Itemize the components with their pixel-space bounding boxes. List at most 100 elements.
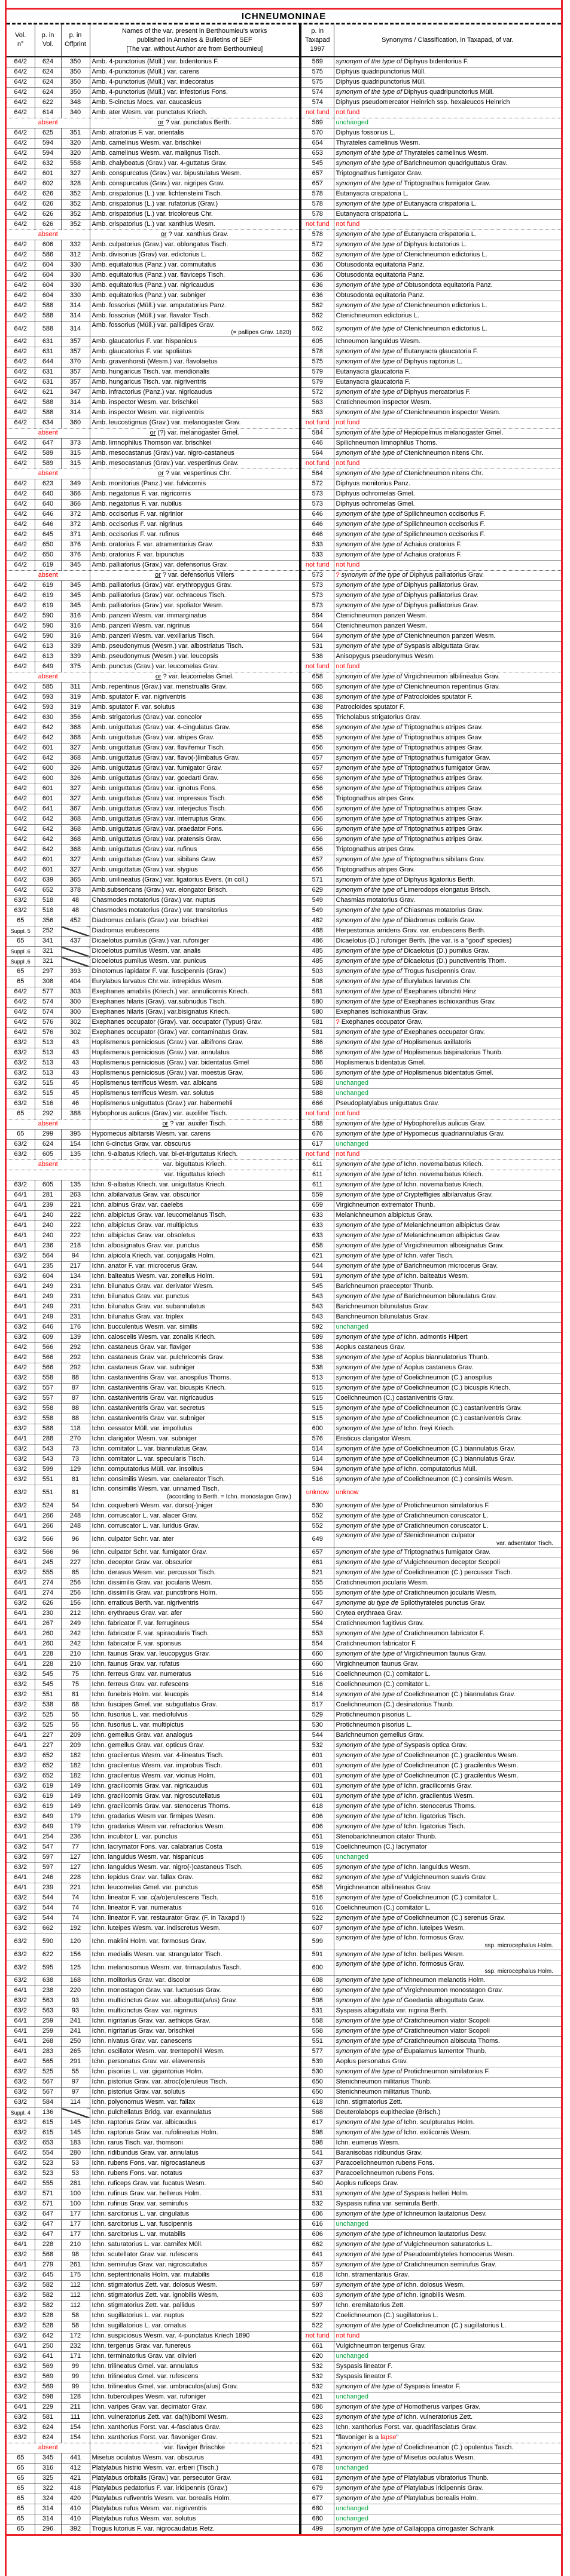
vol-cell: 63/2	[7, 1975, 35, 1986]
page-in-offprint-cell: 45	[61, 1088, 90, 1099]
page-in-vol-cell: 314	[35, 2504, 62, 2514]
table-row: 63/2 609 139 Ichn. caloscelis Wesm. var. zo…	[7, 1332, 561, 1343]
taxon-name-cell: Ichn. bilunatus Grav. var. subannulatus	[90, 1302, 301, 1313]
synonym-cell: Ichn. xanthorius Forst. var. quadrifasci…	[334, 2422, 561, 2433]
taxapad-page-cell: 568	[300, 2107, 334, 2118]
vol-cell: 63/2	[7, 1862, 35, 1873]
page-in-vol-cell: 239	[35, 1200, 62, 1211]
table-row: 65 314 410 Platylabus rufus Wesm. var. nigr…	[7, 2504, 561, 2514]
vol-cell: 64/2	[7, 723, 35, 733]
page-in-offprint-cell: 139	[61, 1332, 90, 1343]
taxon-name-cell: Ichn. ruficeps Grav. var. fucatus Wesm.	[90, 2179, 301, 2189]
vol-cell: 64/1	[7, 1190, 35, 1201]
page-in-vol-cell: 577	[35, 987, 62, 998]
taxon-name-cell: Ichn. corruscator L. var. alacer Grav.	[90, 1511, 301, 1522]
page-in-vol-cell: 641	[35, 2351, 62, 2362]
synonym-cell: synonyme du type de Spilothyrateles punc…	[334, 1598, 561, 1609]
vol-cell: 64/2	[7, 682, 35, 693]
col-header-page-in-vol: p. in Vol.	[35, 25, 62, 57]
vol-cell: 65	[7, 2494, 35, 2504]
synonym-cell: Coelichneumon (C.) comitator L.	[334, 1669, 561, 1680]
table-row: 63/2 590 120 Ichn. maklini Holm. var. formo…	[7, 1933, 561, 1950]
table-row: 64/2 604 330 Amb. equitatorius (Panz.) var.…	[7, 259, 561, 271]
page-in-vol-cell: 321	[35, 956, 62, 967]
taxapad-page-cell: 545	[300, 158, 334, 169]
table-row: 64/1 246 228 Ichn. lepidus Grav. var. falla…	[7, 1872, 561, 1883]
page-in-vol-cell: 597	[35, 1862, 62, 1873]
taxapad-page-cell: 638	[300, 702, 334, 713]
page-in-offprint-cell: 73	[61, 1444, 90, 1455]
table-row: 64/2 622 348 Amb. 5-cinctus Mocs. var. cauc…	[7, 97, 561, 108]
taxon-name-cell: Ichn. medialis Wesm. var. strangulator T…	[90, 1949, 301, 1960]
table-row: 63/2 568 98 Ichn. scutellator Grav. var. ru…	[7, 2250, 561, 2260]
synonym-cell: synonym of the type of Exephanes ischiox…	[334, 997, 561, 1008]
taxon-name-cell: Ichn. gemellus Grav. var. opticus Grav.	[90, 1740, 301, 1751]
table-row: 63/2 525 55 Ichn. fusorius L. var. medioful…	[7, 1709, 561, 1721]
page-in-vol-cell: 259	[35, 2026, 62, 2037]
page-in-vol-cell: 621	[35, 387, 62, 398]
vol-cell: 64/1	[7, 1200, 35, 1211]
page-in-vol-cell: 558	[35, 1414, 62, 1424]
vol-cell: 64/2	[7, 743, 35, 754]
taxapad-page-cell: 564	[300, 631, 334, 642]
page-in-offprint-cell: 242	[61, 1638, 90, 1650]
page-in-vol-cell: 650	[35, 540, 62, 550]
vol-cell: 63/2	[7, 2138, 35, 2149]
vol-cell: 63/2	[7, 1750, 35, 1761]
taxapad-page-cell: 544	[300, 1730, 334, 1741]
page-in-vol-cell: 279	[35, 2260, 62, 2271]
page-in-vol-cell: 136	[35, 2107, 62, 2118]
page-in-vol-cell: 605	[35, 1149, 62, 1160]
taxapad-page-cell: 564	[300, 448, 334, 459]
table-row: 63/2 513 43 Hoplismenus perniciosus (Grav.)…	[7, 1048, 561, 1058]
vol-cell: 63/2	[7, 905, 35, 916]
col-header-names: Names of the var. present in Berthoumieu…	[90, 25, 301, 57]
vol-cell: 64/2	[7, 77, 35, 88]
page-in-vol-cell: 624	[35, 56, 62, 68]
vol-cell: 64/2	[7, 712, 35, 723]
table-row: 63/2 523 53 Ichn. rubens Fons. var. notatus…	[7, 2168, 561, 2179]
page-in-vol-cell: 249	[35, 1302, 62, 1313]
page-in-vol-cell: 588	[35, 408, 62, 418]
taxon-name-cell: Amb. occisorius F. var. rufinus	[90, 530, 301, 540]
synonym-cell: unchanged	[334, 1088, 561, 1099]
synonym-cell: synonym of the type of Ichn. ligatorius …	[334, 1821, 561, 1832]
page-in-vol-cell: 650	[35, 550, 62, 561]
page-in-vol-cell: 558	[35, 1373, 62, 1384]
taxon-name-cell: Ichn. anator F. var. microcerus Grav.	[90, 1261, 301, 1272]
page-in-offprint-cell: 48	[61, 895, 90, 906]
page-in-offprint-cell: 437	[61, 936, 90, 947]
synonym-cell: Baranisobas ridibundus Grav.	[334, 2148, 561, 2159]
synonym-cell: synonym of the type of Ichn. vulneratori…	[334, 2412, 561, 2423]
page-in-offprint-cell: 134	[61, 1271, 90, 1282]
taxon-name-cell: Amb. inspector Wesm. var. brischkei	[90, 397, 301, 408]
vol-cell: 64/2	[7, 662, 35, 672]
page-in-vol-cell: 614	[35, 107, 62, 118]
page-in-vol-cell: 601	[35, 855, 62, 865]
table-row: 64/2 631 357 Amb. hungaricus Tisch. var. ni…	[7, 377, 561, 388]
page-in-offprint-cell: 175	[61, 2270, 90, 2281]
table-row: 64/2 604 330 Amb. equitatorius (Panz.) var.…	[7, 280, 561, 291]
synonym-cell: synonym of the type of Diadromus collari…	[334, 916, 561, 926]
synonym-cell: unchanged	[334, 1852, 561, 1863]
synonym-cell: ? synonym of the type of Diphyus palliat…	[334, 570, 561, 581]
taxapad-page-cell: 503	[300, 966, 334, 977]
page-in-vol-cell: 324	[35, 2494, 62, 2504]
question-mark: ?	[336, 1018, 342, 1026]
synonym-cell: unchanged	[334, 1322, 561, 1333]
table-row: 64/2 632 558 Amb. chalybeatus (Grav.) var. …	[7, 158, 561, 169]
taxon-name-cell: or ? var. leucomelas Gmel.	[90, 672, 301, 683]
table-row: 64/2 631 357 Amb. glaucatorius F. var. spol…	[7, 347, 561, 357]
page-in-vol-cell: 266	[35, 1511, 62, 1522]
table-row: 64/2 588 314 Amb. fossorius (Müll.) var. pa…	[7, 320, 561, 337]
taxapad-page-cell: 517	[300, 1699, 334, 1711]
page-in-vol-cell: 601	[35, 784, 62, 794]
page-in-offprint-cell: 74	[61, 1902, 90, 1914]
page-in-offprint-cell: 112	[61, 2290, 90, 2301]
taxapad-page-cell: 573	[300, 580, 334, 591]
vol-cell: 63/2	[7, 1088, 35, 1099]
vol-cell: 63/2	[7, 2097, 35, 2108]
table-row: 64/2 585 311 Amb. repentinus (Grav.) var. m…	[7, 682, 561, 693]
taxon-name-cell: Ichn. stigmatorius Zett. var. pallidus	[90, 2300, 301, 2311]
taxon-name-cell: Amb. pseudonymus (Wesm.) var. albostriat…	[90, 641, 301, 652]
